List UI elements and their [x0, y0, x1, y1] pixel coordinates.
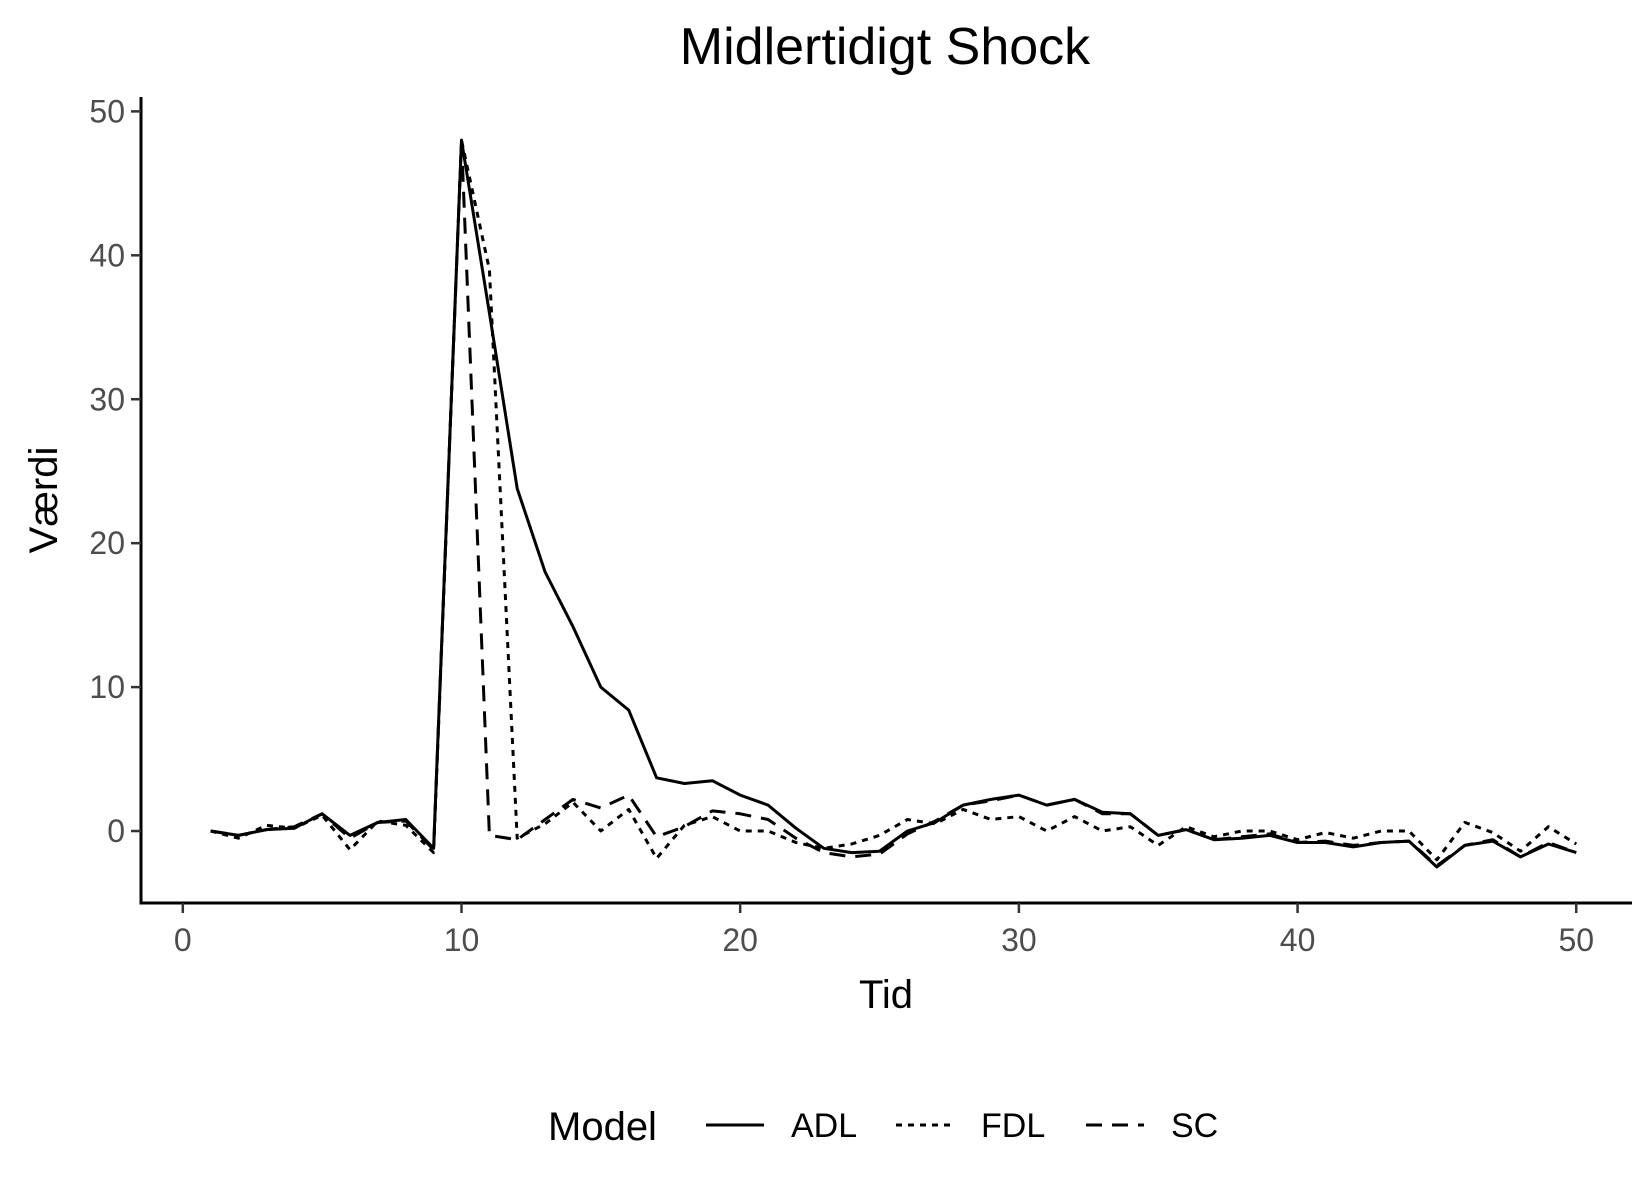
plot-area: [210, 138, 1578, 869]
y-axis-title: Værdi: [22, 447, 66, 554]
legend: Model ADL FDL SC: [548, 1105, 1218, 1149]
y-tick-label: 50: [89, 93, 125, 129]
x-tick-label: 50: [1558, 922, 1594, 958]
chart-title: Midlertidigt Shock: [680, 18, 1091, 76]
y-tick-label: 0: [107, 813, 125, 849]
series-line-sc: [210, 138, 1577, 868]
x-tick-label: 20: [722, 922, 758, 958]
legend-entries: ADL FDL SC: [706, 1107, 1218, 1145]
legend-label-fdl: FDL: [981, 1107, 1045, 1145]
y-tick-label: 30: [89, 381, 125, 417]
legend-title: Model: [548, 1105, 657, 1149]
legend-label-sc: SC: [1171, 1107, 1218, 1145]
series-line-adl: [210, 138, 1577, 869]
x-ticks: 0 10 20 30 40 50: [174, 903, 1594, 958]
series-line-fdl: [210, 138, 1578, 862]
x-axis-title: Tid: [859, 973, 913, 1017]
x-tick-label: 0: [174, 922, 192, 958]
y-ticks: 0 10 20 30 40 50: [89, 93, 141, 849]
y-tick-label: 10: [89, 669, 125, 705]
legend-label-adl: ADL: [791, 1107, 857, 1145]
axes: [139, 97, 1632, 905]
y-tick-label: 20: [89, 525, 125, 561]
y-tick-label: 40: [89, 237, 125, 273]
x-tick-label: 10: [444, 922, 480, 958]
x-tick-label: 40: [1280, 922, 1316, 958]
x-tick-label: 30: [1001, 922, 1037, 958]
